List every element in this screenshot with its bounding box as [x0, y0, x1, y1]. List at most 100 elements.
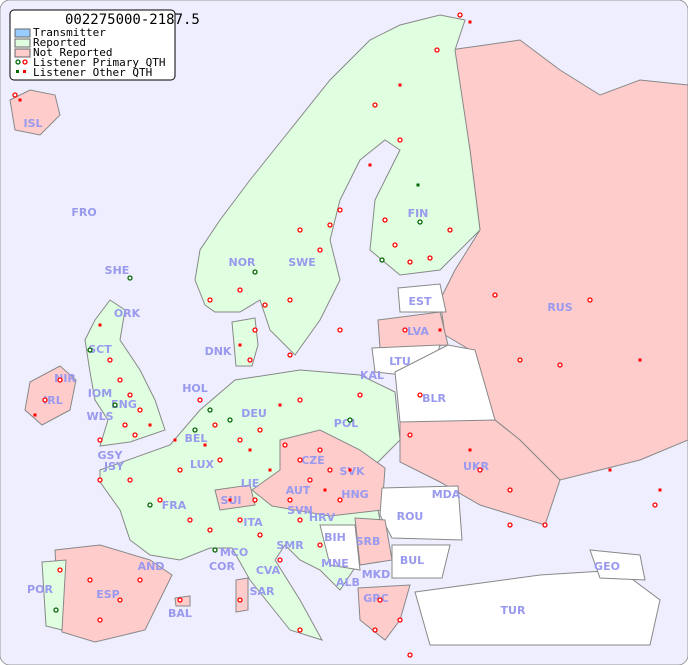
listener-primary-qth-marker	[282, 442, 288, 448]
country-label-rou: ROU	[397, 510, 424, 523]
listener-primary-qth-marker	[397, 137, 403, 143]
country-label-lux: LUX	[190, 458, 215, 471]
country-label-esp: ESP	[96, 588, 120, 601]
country-label-mne: MNE	[321, 557, 349, 570]
country-label-hng: HNG	[341, 488, 368, 501]
listener-primary-qth-marker	[372, 102, 378, 108]
listener-primary-qth-marker	[207, 527, 213, 533]
listener-primary-qth-marker	[57, 567, 63, 573]
listener-primary-qth-marker	[42, 397, 48, 403]
listener-primary-qth-marker	[127, 392, 133, 398]
country-dnk	[231, 317, 259, 367]
listener-other-qth-marker	[638, 358, 642, 362]
listener-primary-qth-marker	[147, 502, 153, 508]
listener-primary-qth-marker	[157, 497, 163, 503]
listener-primary-qth-marker	[377, 597, 383, 603]
country-label-nor: NOR	[228, 256, 256, 269]
listener-primary-qth-marker	[317, 542, 323, 548]
country-label-bih: BIH	[324, 531, 346, 544]
country-label-mkd: MKD	[362, 568, 391, 581]
listener-other-qth-marker	[268, 468, 272, 472]
listener-markers	[12, 12, 662, 658]
listener-primary-qth-marker	[277, 557, 283, 563]
country-isl	[9, 89, 61, 136]
listener-primary-qth-marker	[252, 497, 258, 503]
country-label-cze: CZE	[301, 454, 325, 467]
legend-label-primary: Listener Primary QTH	[33, 56, 165, 69]
country-label-swe: SWE	[288, 256, 316, 269]
listener-primary-qth-marker	[297, 227, 303, 233]
listener-primary-qth-marker	[252, 269, 258, 275]
listener-primary-qth-marker	[327, 467, 333, 473]
listener-primary-qth-marker	[287, 297, 293, 303]
listener-primary-qth-marker	[132, 432, 138, 438]
listener-primary-qth-marker	[122, 422, 128, 428]
country-label-ork: ORK	[114, 307, 141, 320]
country-label-fro: FRO	[71, 206, 96, 219]
listener-primary-qth-marker	[407, 259, 413, 265]
listener-primary-qth-marker	[197, 397, 203, 403]
listener-primary-qth-marker	[177, 597, 183, 603]
listener-primary-qth-marker	[382, 217, 388, 223]
country-label-blr: BLR	[422, 392, 446, 405]
listener-other-qth-marker	[238, 343, 242, 347]
listener-primary-qth-marker	[187, 517, 193, 523]
listener-primary-qth-marker	[137, 577, 143, 583]
listener-primary-qth-marker	[402, 327, 408, 333]
country-label-lva: LVA	[407, 325, 429, 338]
listener-primary-qth-marker	[257, 427, 263, 433]
country-scandinavia	[194, 14, 481, 356]
listener-primary-qth-marker	[357, 392, 363, 398]
country-label-dnk: DNK	[205, 345, 232, 358]
country-label-rus: RUS	[547, 301, 572, 314]
country-label-ita: ITA	[243, 516, 263, 529]
listener-primary-qth-marker	[379, 257, 385, 263]
listener-primary-qth-marker	[372, 627, 378, 633]
listener-primary-qth-marker	[217, 457, 223, 463]
country-label-gsy: GSY	[98, 449, 124, 462]
listener-primary-qth-marker	[507, 522, 513, 528]
country-grc	[357, 584, 411, 641]
listener-primary-qth-marker	[207, 297, 213, 303]
listener-primary-qth-marker	[177, 467, 183, 473]
country-rou	[379, 485, 463, 541]
legend-label-reported: Reported	[33, 36, 86, 49]
listener-primary-qth-marker	[252, 327, 258, 333]
listener-primary-qth-marker	[262, 302, 268, 308]
country-label-hol: HOL	[182, 382, 208, 395]
listener-primary-qth-marker	[12, 92, 18, 98]
listener-other-qth-marker	[468, 20, 472, 24]
listener-other-qth-marker	[33, 413, 37, 417]
country-label-pol: POL	[334, 417, 358, 430]
listener-other-qth-marker	[228, 498, 232, 502]
listener-other-qth-marker	[323, 488, 327, 492]
listener-primary-qth-marker	[297, 457, 303, 463]
country-label-wls: WLS	[86, 410, 113, 423]
legend-other-green-icon	[16, 70, 19, 73]
listener-primary-qth-marker	[127, 477, 133, 483]
listener-other-qth-marker	[203, 443, 207, 447]
listener-other-qth-marker	[468, 448, 472, 452]
listener-primary-qth-marker	[297, 397, 303, 403]
country-label-tur: TUR	[501, 604, 526, 617]
country-label-svn: SVN	[287, 504, 313, 517]
country-label-nir: NIR	[54, 372, 76, 385]
listener-primary-qth-marker	[492, 292, 498, 298]
legend-label-not-reported: Not Reported	[33, 46, 112, 59]
country-label-she: SHE	[105, 264, 130, 277]
country-label-bal: BAL	[168, 607, 192, 620]
legend-other-red-icon	[23, 70, 26, 73]
listener-other-qth-marker	[368, 163, 372, 167]
listener-other-qth-marker	[348, 468, 352, 472]
listener-primary-qth-marker	[87, 577, 93, 583]
country-label-iom: IOM	[88, 387, 112, 400]
listener-other-qth-marker	[173, 438, 177, 442]
country-gbr	[84, 299, 166, 447]
country-label-fin: FIN	[408, 207, 429, 220]
listener-primary-qth-marker	[97, 437, 103, 443]
country-irl	[24, 365, 77, 426]
country-label-and: AND	[138, 560, 165, 573]
listener-primary-qth-marker	[507, 487, 513, 493]
listener-primary-qth-marker	[192, 427, 198, 433]
